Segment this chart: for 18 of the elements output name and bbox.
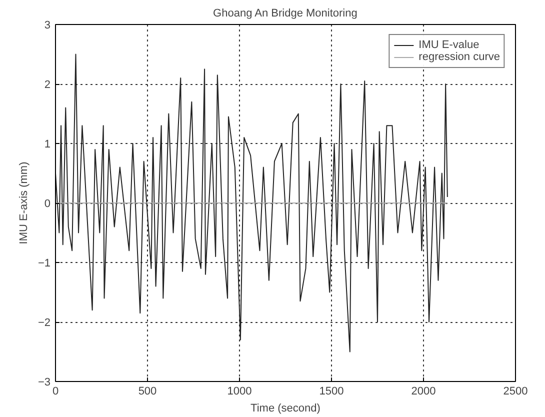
- y-tick-label: 1: [44, 138, 51, 150]
- y-tick-label: 3: [44, 20, 51, 32]
- y-tick-label: −1: [38, 258, 51, 270]
- chart-title: Ghoang An Bridge Monitoring: [213, 8, 358, 20]
- x-tick-label: 2000: [411, 386, 436, 398]
- y-tick-label: 0: [44, 198, 51, 210]
- legend-label: regression curve: [418, 51, 500, 63]
- x-tick-label: 1000: [227, 386, 252, 398]
- y-tick-label: −2: [38, 317, 51, 329]
- x-tick-label: 1500: [319, 386, 344, 398]
- y-axis-title: IMU E-axis (mm): [18, 162, 30, 244]
- x-axis-title: Time (second): [250, 402, 320, 414]
- x-tick-label: 500: [138, 386, 157, 398]
- x-tick-label: 0: [52, 386, 59, 398]
- y-tick-label: −3: [38, 376, 51, 388]
- y-tick-label: 2: [44, 79, 51, 91]
- x-tick-label: 2500: [503, 386, 528, 398]
- legend-label: IMU E-value: [418, 39, 480, 51]
